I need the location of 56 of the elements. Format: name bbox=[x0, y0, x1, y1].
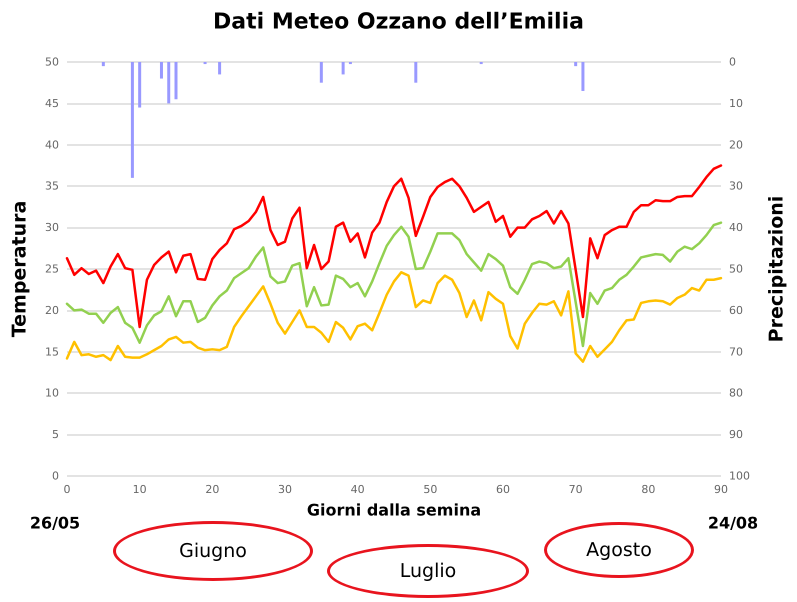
bar bbox=[574, 62, 578, 66]
text: Agosto bbox=[586, 539, 652, 561]
x-axis-title: Giorni dalla semina bbox=[306, 500, 482, 520]
y-tick-label: 25 bbox=[45, 262, 59, 276]
y2-tick-label: 80 bbox=[729, 386, 743, 400]
y-tick-label: 5 bbox=[52, 428, 59, 442]
bar bbox=[581, 62, 584, 91]
text: Giugno bbox=[179, 540, 247, 562]
bar bbox=[160, 62, 163, 79]
x-tick-label: 60 bbox=[496, 483, 510, 496]
y-tick-label: 40 bbox=[45, 138, 59, 152]
x-tick-label: 20 bbox=[205, 483, 220, 496]
y-tick-label: 10 bbox=[45, 386, 59, 400]
chart-title: Dati Meteo Ozzano dell’Emilia bbox=[213, 10, 584, 34]
text: 24/08 bbox=[708, 514, 758, 532]
text: 26/05 bbox=[30, 514, 80, 532]
x-tick-label: 40 bbox=[350, 483, 365, 496]
x-tick-label: 80 bbox=[641, 483, 656, 496]
bar bbox=[138, 62, 142, 108]
y2-tick-label: 0 bbox=[729, 56, 736, 68]
y-tick-label: 0 bbox=[52, 470, 59, 482]
y-tick-label: 30 bbox=[45, 221, 59, 234]
text: Luglio bbox=[400, 560, 456, 582]
y2-tick-label: 30 bbox=[729, 180, 743, 193]
y-tick-label: 20 bbox=[45, 304, 59, 317]
x-tick-label: 30 bbox=[278, 483, 292, 496]
y2-axis-title: Precipitazioni bbox=[766, 196, 788, 342]
bar bbox=[218, 62, 222, 74]
x-tick-label: 10 bbox=[132, 483, 147, 496]
bar bbox=[167, 62, 170, 104]
x-tick-label: 50 bbox=[423, 483, 438, 496]
y2-tick-label: 10 bbox=[729, 96, 743, 110]
y-tick-label: 15 bbox=[45, 345, 59, 358]
bar bbox=[102, 62, 105, 66]
y-tick-label: 50 bbox=[45, 56, 59, 68]
x-tick-label: 70 bbox=[568, 483, 583, 496]
line-series bbox=[66, 271, 722, 363]
y2-tick-label: 100 bbox=[729, 470, 750, 482]
y2-tick-label: 20 bbox=[729, 138, 743, 152]
bar bbox=[414, 62, 418, 83]
y2-tick-label: 40 bbox=[729, 221, 743, 234]
y2-tick-label: 60 bbox=[729, 304, 743, 317]
line-series bbox=[66, 164, 722, 328]
y-tick-label: 45 bbox=[45, 96, 59, 110]
y2-tick-label: 90 bbox=[729, 428, 743, 442]
y2-tick-label: 50 bbox=[729, 262, 743, 276]
bar bbox=[342, 62, 345, 74]
y-axis-title: Temperatura bbox=[8, 200, 30, 338]
y-tick-label: 35 bbox=[45, 180, 59, 193]
x-tick-label: 0 bbox=[64, 483, 70, 496]
y2-tick-label: 70 bbox=[729, 345, 743, 358]
bar bbox=[174, 62, 178, 100]
x-tick-label: 90 bbox=[714, 483, 728, 496]
bar bbox=[320, 62, 323, 83]
bar bbox=[130, 62, 134, 178]
line-series bbox=[66, 221, 722, 348]
